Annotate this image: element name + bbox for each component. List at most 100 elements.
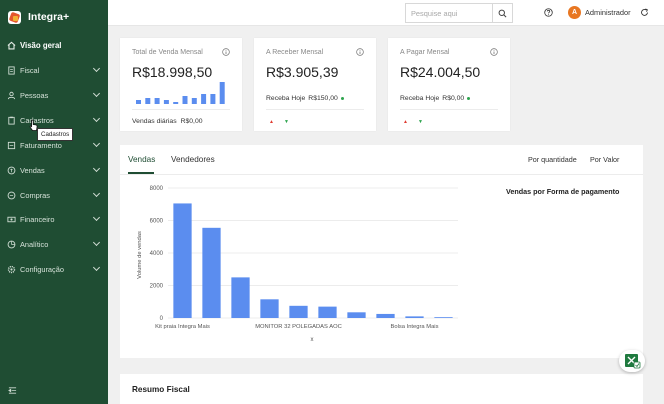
card-value: R$3.905,39	[266, 64, 339, 80]
clipboard-icon	[8, 116, 15, 125]
card-title: A Receber Mensal	[266, 49, 324, 56]
sidebar-item-label: Vendas	[20, 165, 45, 175]
x-tick-label: Bolsa Integra Mais	[390, 324, 438, 330]
tab-vendas[interactable]: Vendas	[128, 155, 156, 164]
sidebar-item-cadastros[interactable]: Cadastros	[0, 112, 108, 128]
refresh-icon[interactable]	[640, 8, 649, 17]
foot-label: Vendas diárias	[132, 118, 177, 125]
chevron-down-icon	[92, 114, 101, 123]
chevron-down-icon	[92, 238, 101, 247]
sidebar-item-label: Visão geral	[20, 40, 62, 50]
arrow-up-icon: ▲	[269, 119, 274, 125]
sidebar-item-label: Fiscal	[20, 65, 40, 75]
chart-icon	[7, 240, 16, 248]
card-value: R$24.004,50	[400, 64, 481, 80]
invoice-icon	[7, 141, 16, 149]
bar	[202, 227, 221, 318]
brand[interactable]: Integra+	[8, 9, 69, 25]
cart-icon	[7, 166, 16, 174]
status-dot-icon	[340, 96, 344, 100]
y-tick-label: 0	[160, 316, 164, 322]
sidebar-item-financeiro[interactable]: Financeiro	[0, 211, 108, 227]
search-icon	[498, 9, 507, 17]
chevron-down-icon	[92, 139, 101, 148]
bar	[347, 312, 366, 318]
user-name[interactable]: Administrador	[585, 8, 631, 17]
panel-title: Resumo Fiscal	[132, 385, 190, 394]
search-input[interactable]	[406, 4, 492, 22]
sidebar-item-fiscal[interactable]: Fiscal	[0, 62, 108, 78]
option-por-valor[interactable]: Por Valor	[590, 155, 620, 164]
fiscal-summary-panel: Resumo Fiscal	[120, 374, 643, 404]
info-icon[interactable]	[490, 48, 498, 56]
bar	[289, 305, 308, 318]
sidebar: Integra+ Visão geral Fiscal Pessoas Cada…	[0, 0, 108, 404]
arrow-down-icon: ▼	[283, 119, 289, 125]
sparkline-bar	[182, 96, 188, 104]
y-tick-label: 6000	[150, 219, 164, 225]
y-tick-label: 8000	[150, 186, 164, 192]
info-icon[interactable]	[222, 48, 230, 56]
help-icon[interactable]	[544, 8, 553, 17]
foot-value: R$0,00	[180, 118, 203, 125]
card-title: A Pagar Mensal	[400, 49, 450, 56]
collapse-menu-icon[interactable]	[8, 386, 17, 395]
sidebar-item-configuracao[interactable]: Configuração	[0, 261, 108, 277]
y-tick-label: 2000	[150, 284, 164, 290]
sidebar-item-label: Analítico	[20, 239, 49, 249]
card-title: Total de Venda Mensal	[132, 49, 203, 56]
sidebar-item-compras[interactable]: Compras	[0, 187, 108, 203]
today-value: R$0,00	[442, 95, 465, 102]
chevron-down-icon	[92, 189, 101, 198]
money-icon	[7, 216, 16, 222]
sidebar-item-pessoas[interactable]: Pessoas	[0, 87, 108, 103]
arrow-down-icon: ▼	[417, 119, 423, 125]
sidebar-item-label: Cadastros	[20, 115, 54, 125]
bar-chart: Volume de vendas x 0 2000 4000 6000 8000 Kit …	[137, 186, 458, 343]
sidebar-item-label: Compras	[20, 190, 50, 200]
chevron-down-icon	[92, 164, 101, 173]
active-tab-indicator	[128, 172, 154, 174]
mouse-cursor-icon	[29, 119, 38, 131]
bar	[173, 203, 192, 318]
avatar[interactable]: A	[568, 6, 581, 19]
card-total-venda-mensal: Total de Venda Mensal R$18.998,50 Vendas…	[120, 38, 242, 131]
search-button[interactable]	[492, 4, 512, 22]
bar	[231, 277, 250, 318]
card-value: R$18.998,50	[132, 64, 213, 80]
arrow-up-icon: ▲	[403, 119, 408, 125]
x-tick-label: Kit praia Integra Mais	[155, 324, 210, 330]
sidebar-item-faturamento[interactable]: Faturamento	[0, 137, 108, 153]
sparkline-bar	[154, 98, 160, 104]
info-icon[interactable]	[356, 48, 364, 56]
sparkline-bar	[191, 98, 197, 104]
tab-vendedores[interactable]: Vendedores	[171, 155, 215, 164]
bar	[434, 317, 453, 318]
sparkline-bar	[163, 100, 169, 104]
search-box	[405, 3, 513, 23]
sidebar-item-vendas[interactable]: Vendas	[0, 162, 108, 178]
today-label: Receba Hoje	[400, 95, 440, 102]
floating-action-button[interactable]	[619, 350, 645, 372]
sidebar-item-analitico[interactable]: Analítico	[0, 236, 108, 252]
trend-arrows: ▲ ▼	[269, 119, 289, 125]
topbar: A Administrador	[108, 0, 664, 26]
sparkline-chart	[136, 82, 225, 104]
bar	[260, 299, 279, 318]
bag-icon	[7, 191, 16, 199]
sidebar-item-visao-geral[interactable]: Visão geral	[0, 37, 108, 53]
spreadsheet-icon	[625, 354, 641, 369]
sidebar-item-label: Pessoas	[20, 90, 49, 100]
chevron-down-icon	[92, 64, 101, 73]
bar	[318, 306, 337, 318]
chevron-down-icon	[92, 213, 101, 222]
option-por-quantidade[interactable]: Por quantidade	[528, 155, 577, 164]
sparkline-bar	[219, 82, 225, 104]
trend-arrows: ▲ ▼	[403, 119, 423, 125]
chevron-down-icon	[92, 89, 101, 98]
sidebar-item-label: Faturamento	[20, 140, 62, 150]
sidebar-item-label: Financeiro	[20, 214, 55, 224]
today-value: R$150,00	[308, 95, 338, 102]
card-a-receber-mensal: A Receber Mensal R$3.905,39 Receba Hoje R…	[254, 38, 376, 131]
home-icon	[7, 41, 16, 49]
